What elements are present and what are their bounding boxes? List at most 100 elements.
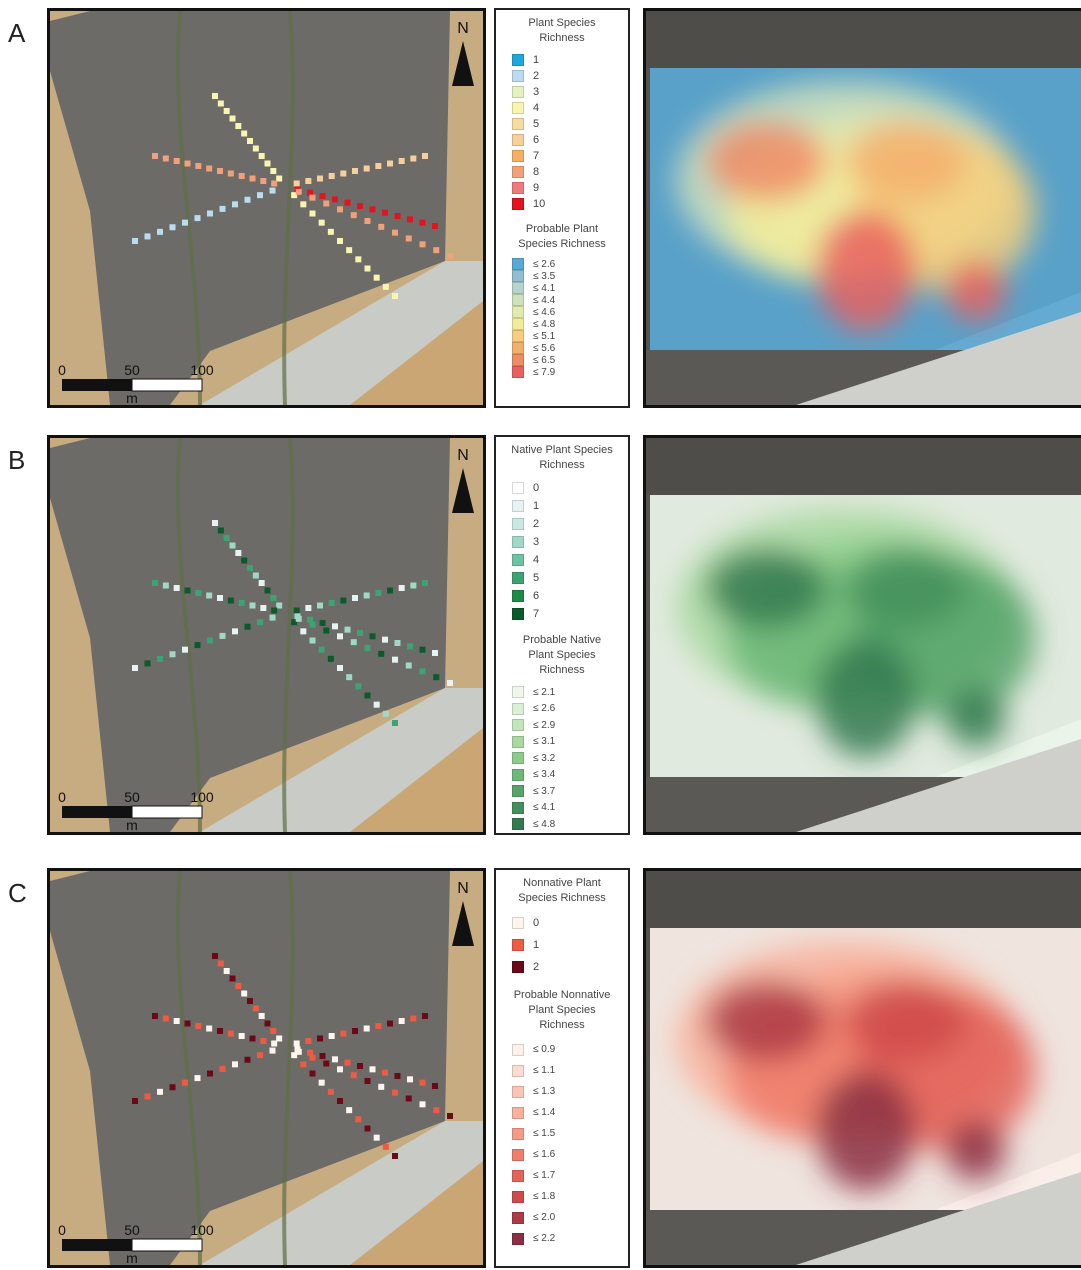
probable-swatch: [512, 306, 524, 318]
legend-item: 3: [496, 84, 628, 100]
legend-item: 9: [496, 180, 628, 196]
legend-swatch: [512, 134, 524, 146]
sample-plot: [319, 1080, 325, 1086]
north-label: N: [457, 20, 469, 37]
sample-plot: [182, 220, 188, 226]
probable-item: ≤ 4.8: [496, 816, 628, 833]
sample-plot: [232, 1061, 238, 1067]
probable-item: ≤ 3.7: [496, 783, 628, 800]
sample-plot: [345, 200, 351, 206]
scale-label: 0: [58, 362, 66, 378]
sample-plot: [195, 1075, 201, 1081]
scale-label: 50: [124, 362, 140, 378]
sample-plot: [319, 220, 325, 226]
sample-plot: [195, 1023, 201, 1029]
legend-item: 6: [496, 587, 628, 605]
scale-unit: m: [126, 390, 138, 405]
probable-swatch: [512, 330, 524, 342]
legend-swatch: [512, 54, 524, 66]
sample-plot: [320, 1053, 326, 1059]
probable-swatch: [512, 1212, 524, 1224]
sample-plot: [182, 1080, 188, 1086]
probable-swatch: [512, 1107, 524, 1119]
legend-item: 6: [496, 132, 628, 148]
sample-plot: [346, 674, 352, 680]
sample-plot: [241, 131, 247, 137]
probable-title: Probable Nonnative Plant Species Richnes…: [510, 988, 614, 1033]
sample-plot: [260, 605, 266, 611]
sample-plot: [185, 1021, 191, 1027]
sample-plot: [357, 630, 363, 636]
probable-item: ≤ 2.6: [496, 701, 628, 718]
probable-swatch: [512, 736, 524, 748]
sample-plot: [152, 580, 158, 586]
legend-label: 3: [533, 86, 539, 98]
sample-plot: [259, 1013, 265, 1019]
sample-plot: [352, 595, 358, 601]
probable-item: ≤ 1.6: [496, 1144, 628, 1165]
legend-label: 1: [533, 939, 539, 951]
probable-swatch: [512, 769, 524, 781]
probable-label: ≤ 2.6: [533, 259, 555, 270]
probable-item: ≤ 4.6: [496, 306, 628, 318]
legend-swatch: [512, 482, 524, 494]
sample-plot: [407, 216, 413, 222]
sample-plot: [364, 1026, 370, 1032]
probable-label: ≤ 1.8: [533, 1191, 555, 1202]
sample-plot: [420, 241, 426, 247]
legend-label: 7: [533, 150, 539, 162]
probable-swatch: [512, 1170, 524, 1182]
probable-label: ≤ 3.7: [533, 786, 555, 797]
sample-plot: [323, 628, 329, 634]
sample-plot: [420, 220, 426, 226]
sample-plot: [352, 1028, 358, 1034]
sample-plot: [382, 210, 388, 216]
legend-item: 2: [496, 515, 628, 533]
legend-item: 5: [496, 569, 628, 587]
sample-plot: [257, 192, 263, 198]
legend-label: 7: [533, 608, 539, 620]
probable-item: ≤ 4.8: [496, 318, 628, 330]
sample-plot: [340, 598, 346, 604]
probable-swatch: [512, 282, 524, 294]
scale-bar-white: [132, 806, 202, 818]
surface-zone: [946, 261, 1006, 321]
probable-item: ≤ 0.9: [496, 1039, 628, 1060]
sample-plot: [395, 640, 401, 646]
surface-zone: [816, 211, 916, 331]
sample-plot: [399, 1018, 405, 1024]
legend-swatch: [512, 536, 524, 548]
sample-plot: [337, 238, 343, 244]
sample-plot: [392, 293, 398, 299]
interpolation-map: [643, 435, 1081, 835]
sample-plot: [265, 161, 271, 167]
probable-title: Probable Plant Species Richness: [510, 222, 614, 252]
legend-swatch: [512, 608, 524, 620]
sample-plot: [305, 178, 311, 184]
sample-plot: [235, 123, 241, 129]
probable-item: ≤ 3.1: [496, 734, 628, 751]
scale-bar-black: [62, 379, 132, 391]
probable-label: ≤ 3.5: [533, 271, 555, 282]
sample-plot: [328, 229, 334, 235]
probable-item: ≤ 2.2: [496, 1228, 628, 1249]
sample-plot: [195, 642, 201, 648]
sample-plot: [218, 101, 224, 107]
probable-item: ≤ 5.6: [496, 342, 628, 354]
legend-swatch: [512, 182, 524, 194]
sample-plot: [420, 647, 426, 653]
sample-plot: [250, 176, 256, 182]
probable-item: ≤ 1.1: [496, 1060, 628, 1081]
sample-plot: [174, 1018, 180, 1024]
sample-plot: [383, 1144, 389, 1150]
sample-plot: [157, 656, 163, 662]
sample-plot: [218, 961, 224, 967]
sample-plot: [387, 161, 393, 167]
sample-plot: [217, 595, 223, 601]
surface-clip-top: [646, 11, 1081, 68]
surface: [650, 928, 1081, 1210]
sample-plot: [317, 176, 323, 182]
sample-plot: [365, 693, 371, 699]
legend-item: 7: [496, 148, 628, 164]
sample-plot: [375, 590, 381, 596]
